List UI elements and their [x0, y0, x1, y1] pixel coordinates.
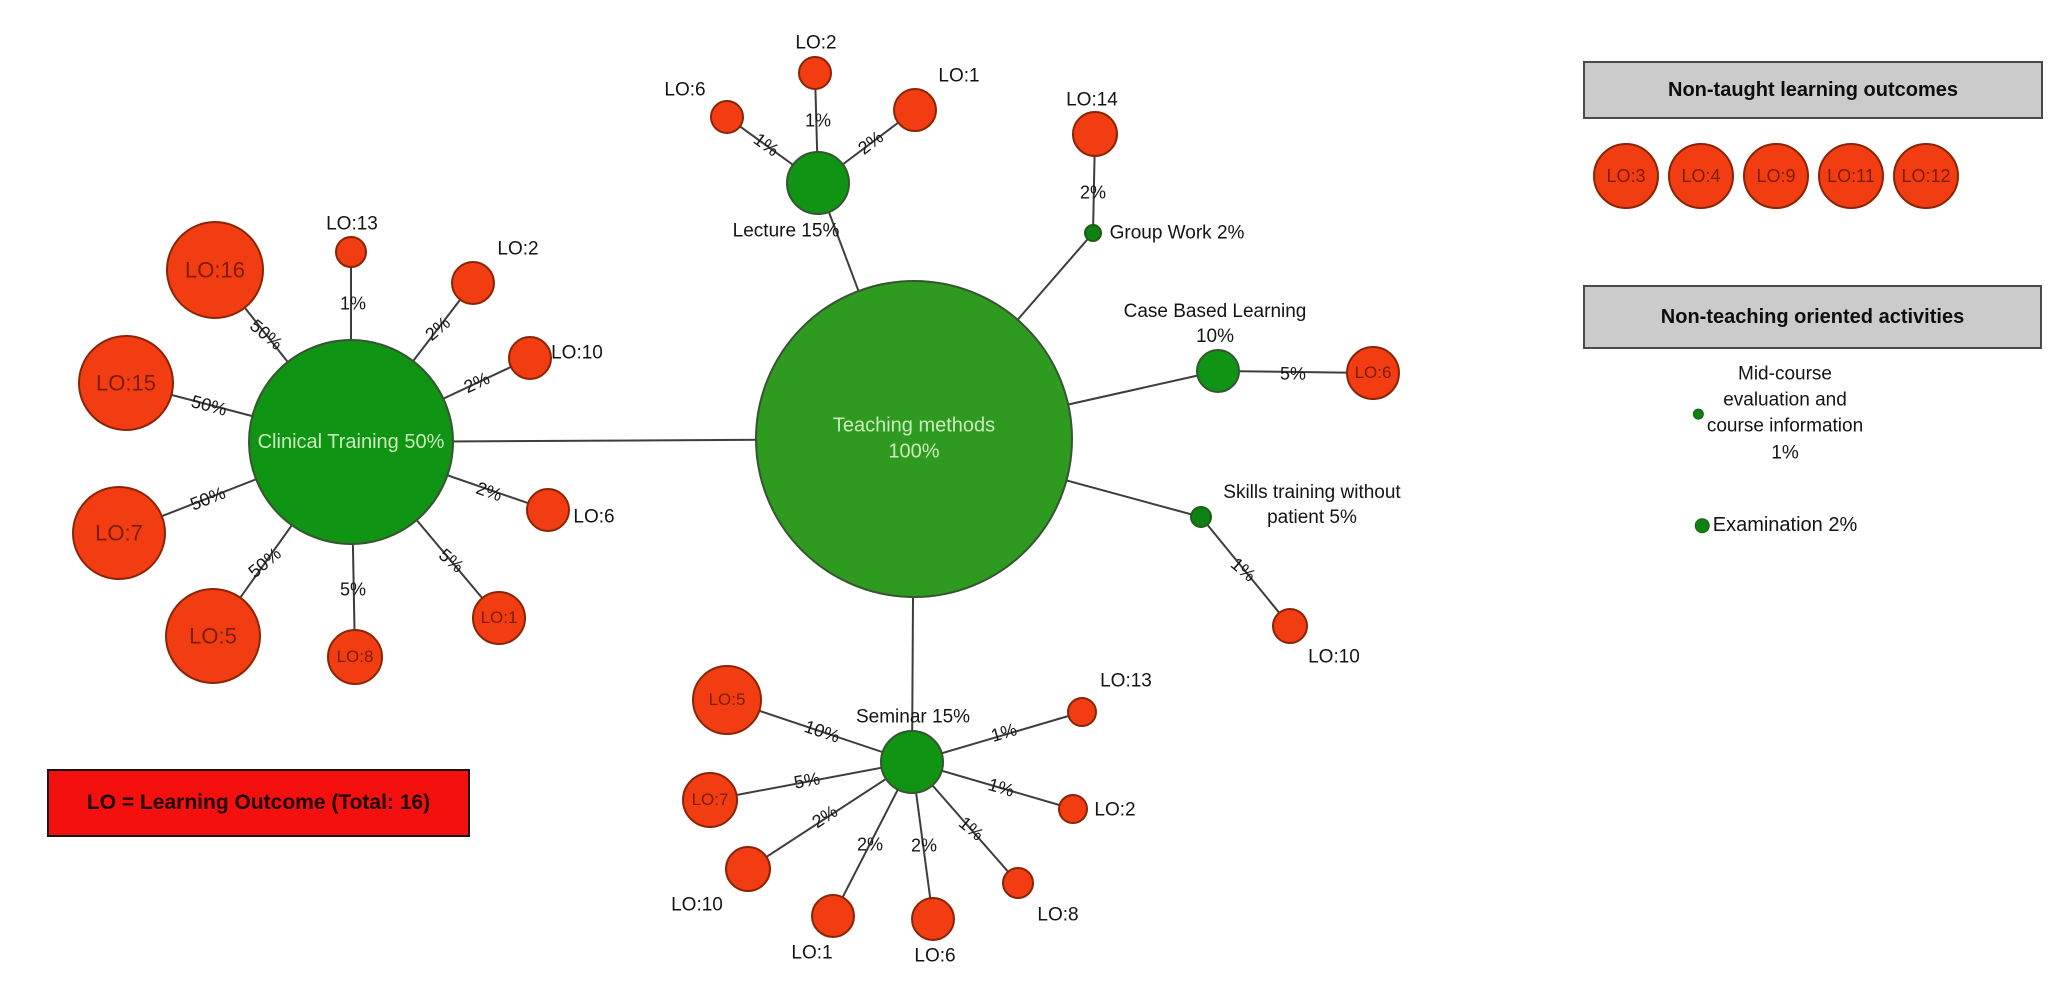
- activity-dot-icon: [1692, 408, 1704, 420]
- node-c15: [78, 335, 174, 431]
- node-se5: [692, 665, 762, 735]
- node-l1: [893, 88, 937, 132]
- node-se2: [1058, 794, 1088, 824]
- activity-item-1: Examination 2%: [1694, 512, 1858, 540]
- node-c6: [526, 488, 570, 532]
- node-se8: [1002, 867, 1034, 899]
- node-clinical: [248, 339, 454, 545]
- node-se10: [725, 846, 771, 892]
- node-c8: [327, 629, 383, 685]
- node-cb6: [1346, 346, 1400, 400]
- node-lecture: [786, 151, 850, 215]
- node-c2: [451, 261, 495, 305]
- non-taught-outcome-lo-12: LO:12: [1893, 143, 1959, 209]
- node-c10: [508, 336, 552, 380]
- node-g14: [1072, 111, 1118, 157]
- legend-text: LO = Learning Outcome (Total: 16): [86, 791, 431, 814]
- non-taught-outcome-lo-11: LO:11: [1818, 143, 1884, 209]
- non-taught-title: Non-taught learning outcomes: [1668, 78, 1958, 101]
- node-s10: [1272, 608, 1308, 644]
- activity-item-0: Mid-course evaluation and course informa…: [1692, 362, 1864, 467]
- node-se1: [811, 894, 855, 938]
- activity-text: Examination 2%: [1712, 514, 1858, 537]
- node-se13: [1067, 697, 1097, 727]
- activity-dot-icon: [1694, 518, 1710, 534]
- node-l2: [798, 56, 832, 90]
- node-c13: [335, 236, 367, 268]
- non-taught-outcomes: LO:3 LO:4 LO:9 LO:11 LO:12: [1593, 143, 1959, 209]
- node-groupwork: [1084, 224, 1102, 242]
- node-casebased: [1196, 349, 1240, 393]
- edge-seminar-se10: [747, 761, 913, 870]
- activity-text: Mid-course evaluation and course informa…: [1706, 363, 1864, 464]
- non-taught-outcome-lo-9: LO:9: [1743, 143, 1809, 209]
- non-teaching-header: Non-teaching oriented activities: [1583, 285, 2042, 349]
- non-taught-header: Non-taught learning outcomes: [1583, 61, 2043, 119]
- edge-skills-s10: [1200, 516, 1291, 627]
- node-c16: [166, 221, 264, 319]
- node-c1: [472, 591, 526, 645]
- node-l6: [710, 100, 744, 134]
- non-taught-outcome-lo-3: LO:3: [1593, 143, 1659, 209]
- node-se7: [682, 772, 738, 828]
- node-teaching: [755, 280, 1073, 598]
- node-c7: [72, 486, 166, 580]
- node-skills: [1190, 506, 1212, 528]
- non-taught-outcome-lo-4: LO:4: [1668, 143, 1734, 209]
- legend: LO = Learning Outcome (Total: 16): [47, 769, 470, 837]
- node-se6: [911, 897, 955, 941]
- non-teaching-title: Non-teaching oriented activities: [1660, 305, 1965, 328]
- edge-seminar-se7: [709, 761, 913, 801]
- node-c5: [165, 588, 261, 684]
- node-seminar: [880, 730, 944, 794]
